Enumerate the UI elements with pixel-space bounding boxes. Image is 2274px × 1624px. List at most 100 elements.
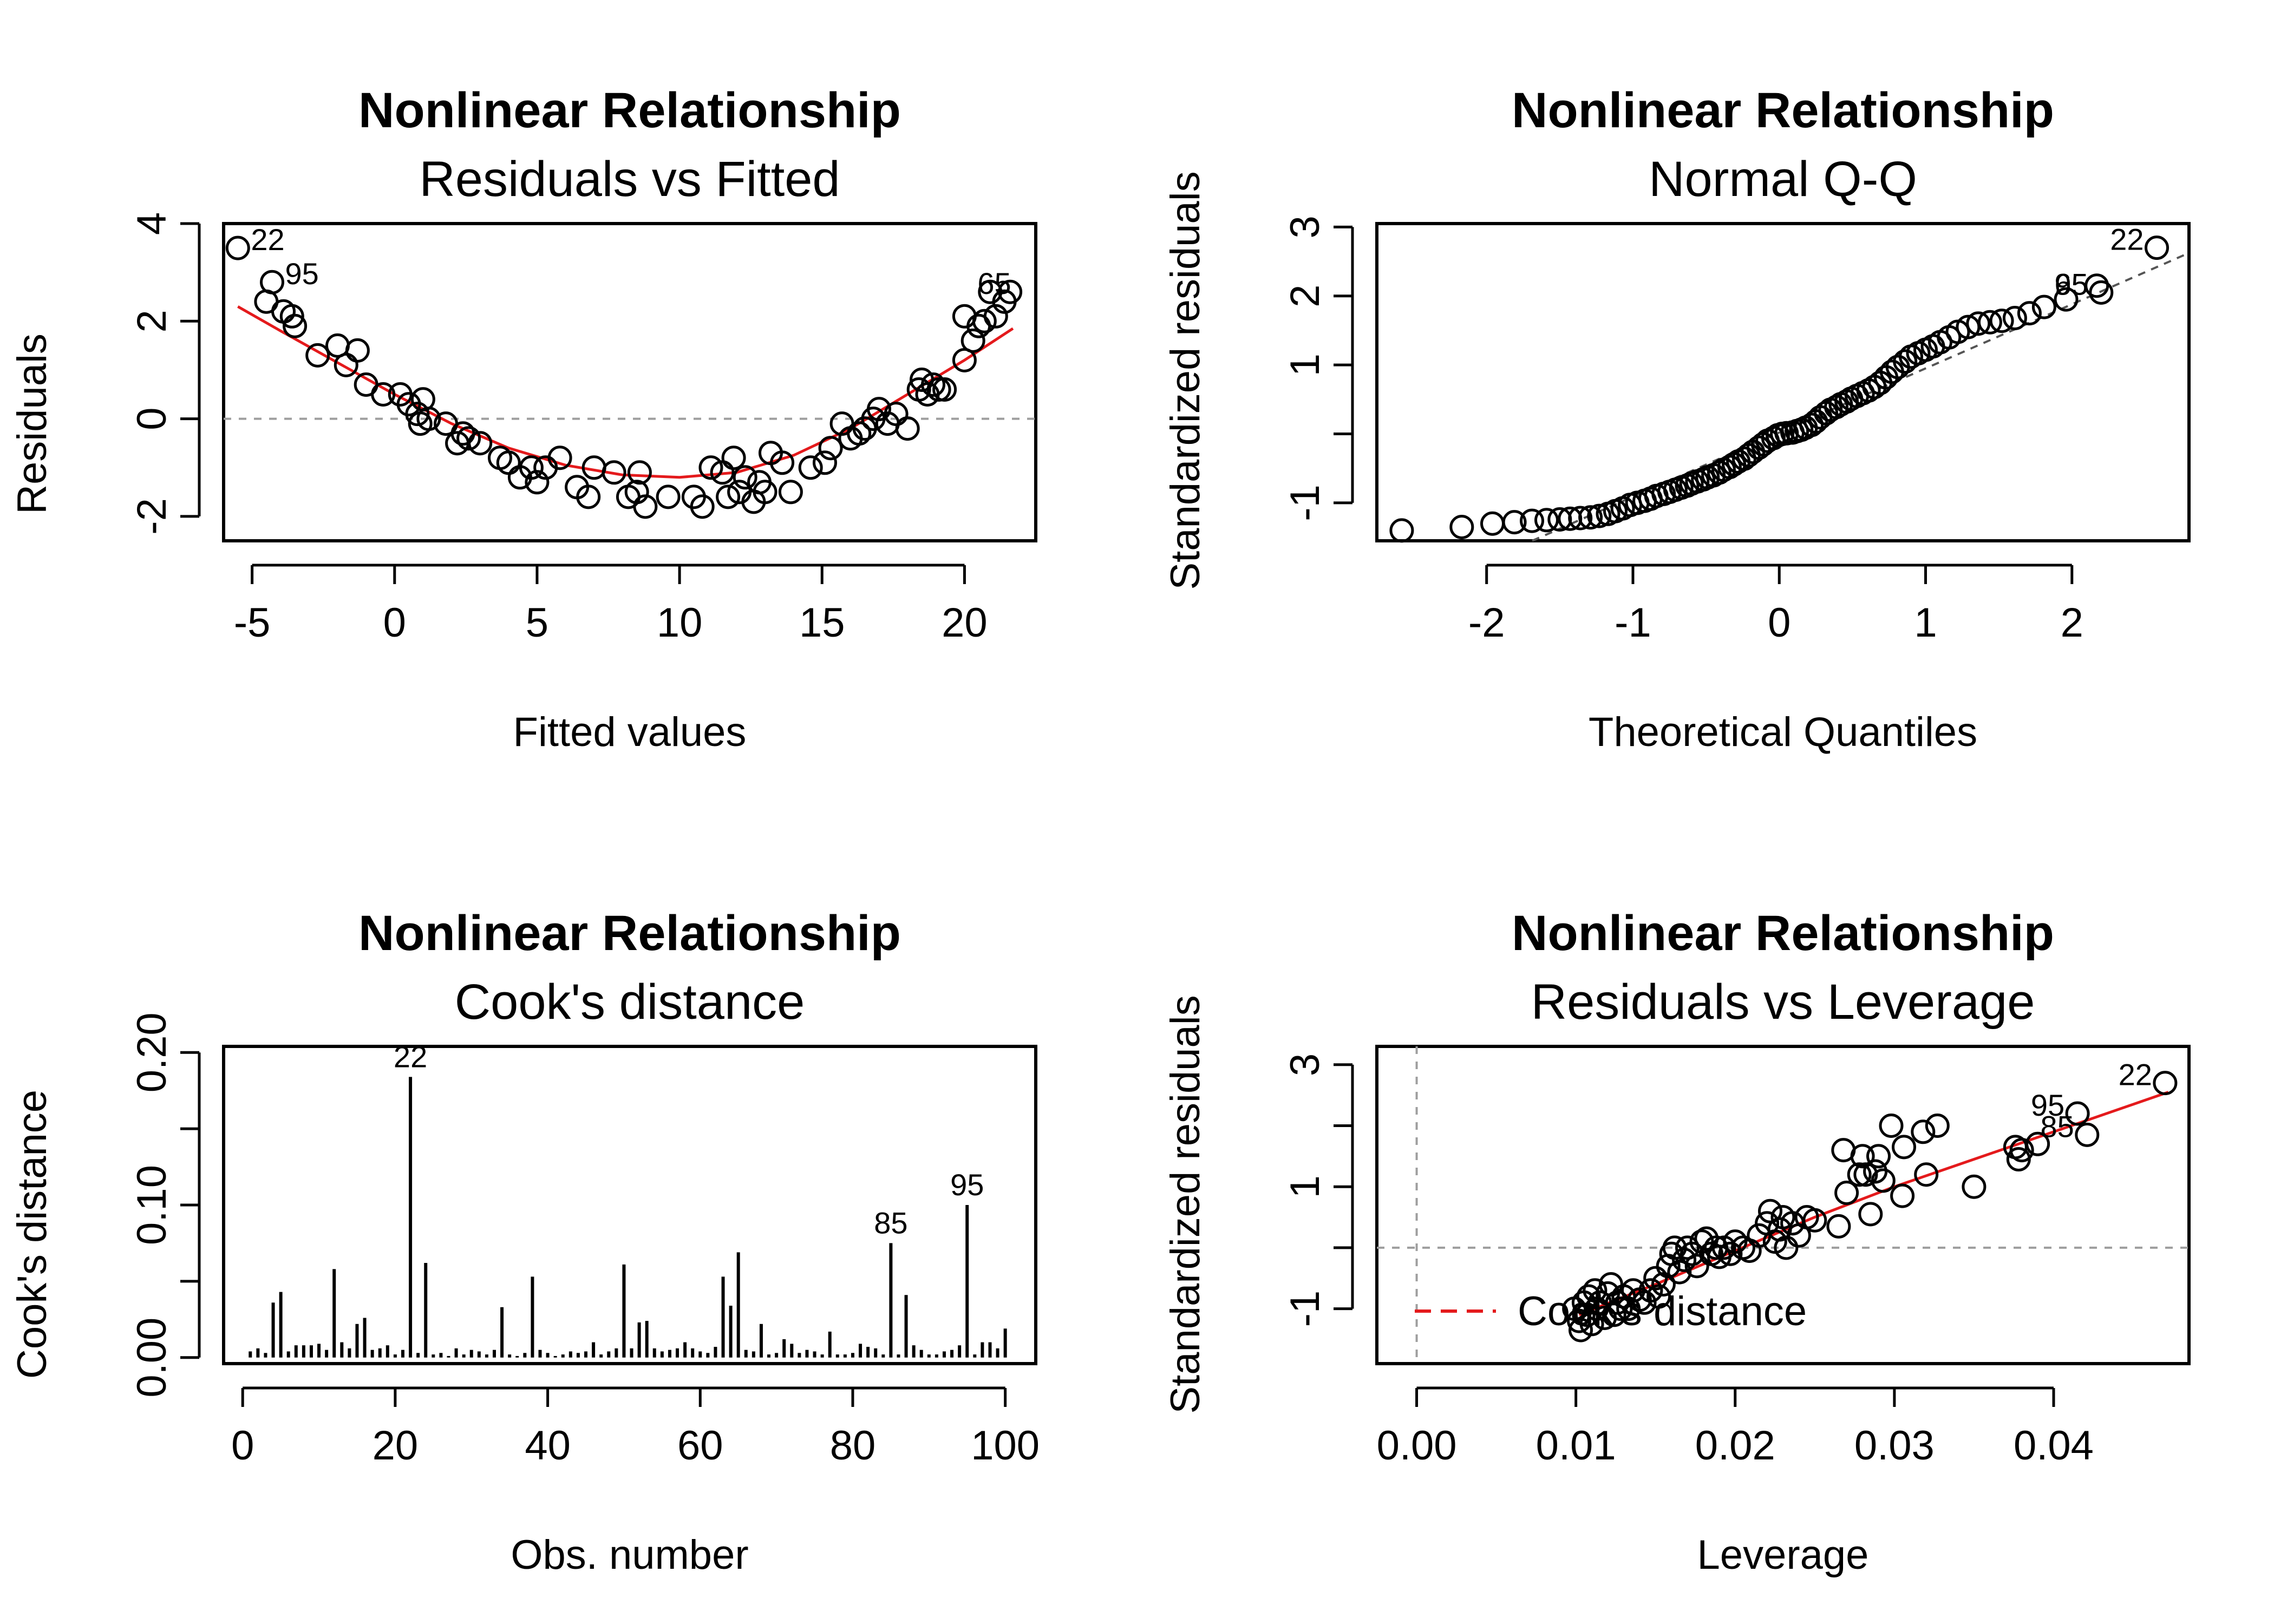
data-point-71 <box>1962 1174 1987 1199</box>
x-axis-label: Fitted values <box>513 709 747 755</box>
data-point-84 <box>2145 235 2169 260</box>
x-axis-label: Obs. number <box>511 1532 748 1578</box>
x-tick-label: 2 <box>2061 600 2083 646</box>
data-point-54 <box>1802 1208 1827 1233</box>
y-tick-label: 3 <box>1282 215 1328 238</box>
data-point-12 <box>371 382 396 407</box>
panel-title: Nonlinear Relationship <box>358 83 901 138</box>
data-point-76 <box>1977 310 2002 335</box>
data-point-77 <box>1989 309 2014 333</box>
data-point-27 <box>519 455 544 480</box>
data-points <box>1562 1071 2178 1343</box>
x-axis: 0 20 40 60 80 100 <box>231 1386 1040 1469</box>
y-axis-label: Cook's distance <box>9 1090 55 1379</box>
panel-subtitle: Residuals vs Leverage <box>1531 974 2035 1030</box>
data-point-65 <box>1879 1114 1904 1138</box>
y-tick-label: 0.20 <box>129 1012 175 1092</box>
point-label-22: 22 <box>2119 1058 2152 1092</box>
point-label-22: 22 <box>251 222 284 257</box>
data-point-6 <box>283 313 308 338</box>
data-point-56 <box>818 436 843 461</box>
data-point-32 <box>576 484 601 509</box>
data-point-59 <box>847 421 872 446</box>
y-tick-label: 0 <box>129 407 175 430</box>
x-tick-label: 10 <box>657 600 703 646</box>
panel-title: Nonlinear Relationship <box>358 906 901 961</box>
data-point-74 <box>960 328 985 353</box>
legend: Cook's distance <box>1415 1288 1807 1334</box>
normal-qq-panel: Nonlinear Relationship Normal Q-Q Theore… <box>1162 83 2191 755</box>
y-axis: -1 1 2 3 <box>1282 215 1354 521</box>
data-point-11 <box>1587 503 1612 528</box>
x-tick-label: 0.02 <box>1695 1423 1775 1469</box>
panel-subtitle: Normal Q-Q <box>1649 152 1917 207</box>
data-point-83 <box>2089 280 2114 305</box>
data-point-6 <box>1534 508 1559 533</box>
data-point-81 <box>2054 287 2079 312</box>
data-point-9 <box>1568 506 1593 531</box>
data-point-44 <box>716 484 741 509</box>
data-point-52 <box>770 450 795 475</box>
data-point-7 <box>305 343 330 368</box>
point-label-95: 95 <box>285 257 318 291</box>
x-tick-label: 0.01 <box>1536 1423 1616 1469</box>
data-point-36 <box>624 480 649 505</box>
data-point-75 <box>1966 311 1991 336</box>
data-point-68 <box>1911 1119 1936 1144</box>
data-point-61 <box>1858 1202 1883 1227</box>
point-label-95: 95 <box>950 1168 984 1202</box>
x-tick-label: 5 <box>526 600 548 646</box>
data-point-59 <box>1850 1144 1875 1169</box>
data-point-1 <box>225 235 250 260</box>
data-points <box>1389 235 2169 543</box>
point-label-85: 85 <box>874 1206 907 1240</box>
data-point-41 <box>690 494 715 519</box>
x-tick-label: 0 <box>383 600 406 646</box>
data-point-50 <box>753 480 777 505</box>
y-axis: -2 0 2 4 <box>129 212 201 535</box>
data-point-22 <box>1638 1278 1663 1303</box>
data-point-28 <box>525 470 550 495</box>
data-point-2 <box>1449 515 1474 539</box>
data-point-7 <box>1579 1312 1604 1337</box>
data-point-71 <box>932 377 957 402</box>
data-point-15 <box>405 402 430 427</box>
data-point-78 <box>2153 1071 2178 1096</box>
data-point-42 <box>698 455 723 480</box>
data-point-30 <box>547 446 572 470</box>
data-point-34 <box>602 460 626 485</box>
plot-frame <box>1375 222 2191 542</box>
point-label-22: 22 <box>394 1039 427 1073</box>
x-tick-label: 1 <box>1914 600 1937 646</box>
data-point-45 <box>721 446 746 470</box>
plot-frame <box>1375 1045 2191 1365</box>
data-point-10 <box>345 338 370 363</box>
data-points <box>225 235 1023 519</box>
data-point-55 <box>1826 1214 1851 1239</box>
data-point-2 <box>1567 1308 1591 1333</box>
data-point-1 <box>1389 518 1414 543</box>
plot-frame <box>222 222 1037 542</box>
x-axis-label: Theoretical Quantiles <box>1589 709 1977 755</box>
data-point-69 <box>921 372 945 397</box>
x-tick-label: -2 <box>1468 600 1505 646</box>
x-tick-label: 60 <box>677 1423 723 1469</box>
point-label-85: 85 <box>2040 1109 2074 1143</box>
data-point-37 <box>627 460 652 485</box>
y-tick-label: 2 <box>129 310 175 332</box>
data-point-38 <box>633 494 658 519</box>
data-point-65 <box>895 416 920 441</box>
y-tick-label: -1 <box>1282 484 1328 521</box>
residuals-vs-leverage-panel: Nonlinear Relationship Residuals vs Leve… <box>1162 906 2191 1578</box>
y-tick-label: 0.00 <box>129 1318 175 1398</box>
y-axis-label: Standardized residuals <box>1162 171 1208 590</box>
data-point-50 <box>1774 1235 1799 1260</box>
data-point-58 <box>1847 1162 1872 1187</box>
y-axis-label: Standardized residuals <box>1162 995 1208 1413</box>
data-point-16 <box>1608 1296 1633 1321</box>
data-point-76 <box>2065 1101 2090 1126</box>
x-axis: -5 0 5 10 15 20 <box>234 564 988 646</box>
